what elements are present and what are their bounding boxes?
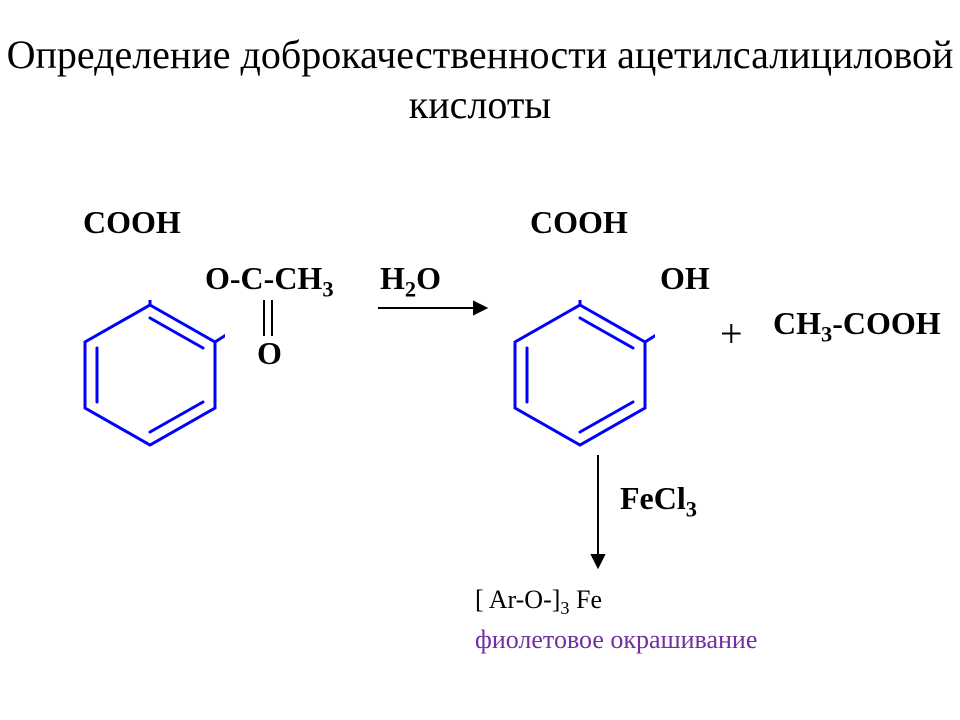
acetyl-oxygen-label: O [257, 335, 282, 372]
plus-sign: + [720, 310, 743, 357]
benzene-ring-left [75, 300, 225, 450]
slide-title: Определение доброкачественности ацетилса… [0, 30, 960, 130]
fecl3-label: FeCl3 [620, 480, 697, 522]
cooh-left-label: COOH [83, 204, 181, 241]
violet-text: фиолетовое окрашивание [475, 625, 757, 655]
cooh-right-label: COOH [530, 204, 628, 241]
complex-label: [ Ar-O-]3 Fe [475, 585, 602, 619]
acetyl-label: O-C-CH3 [205, 260, 334, 302]
oh-label: OH [660, 260, 710, 297]
acetyl-double-bond [259, 300, 279, 340]
acetic-acid-label: CH3-COOH [773, 305, 941, 347]
h2o-label: H2O [380, 260, 441, 302]
benzene-ring-right [505, 300, 655, 450]
reaction-arrow-horizontal [378, 298, 488, 318]
reaction-arrow-vertical [588, 455, 608, 570]
